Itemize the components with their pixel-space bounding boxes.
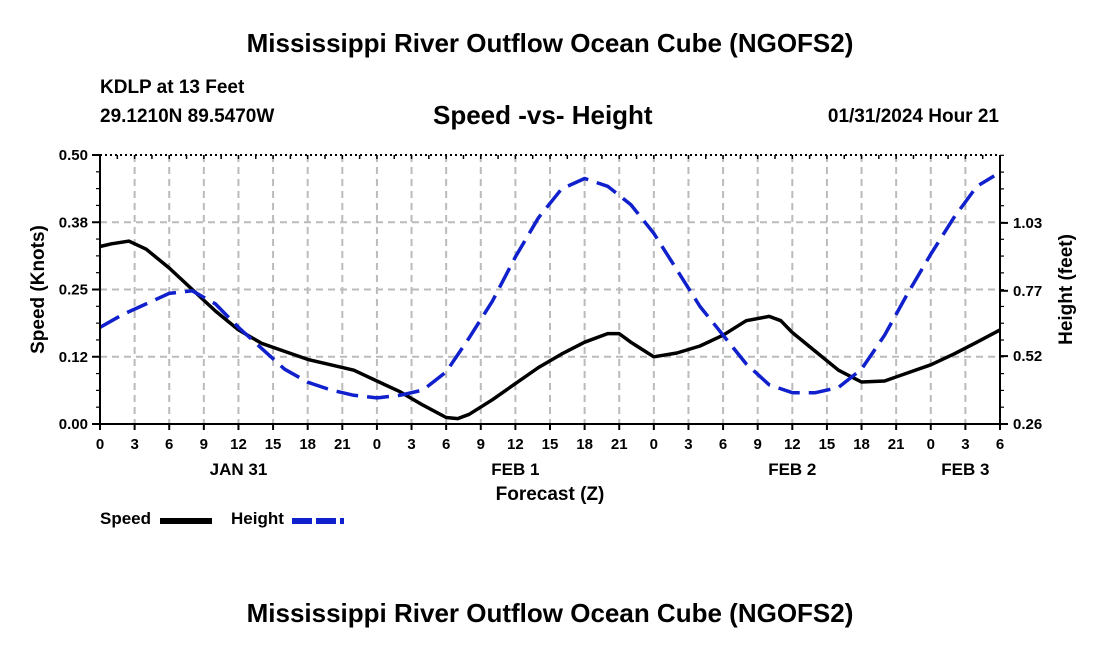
date-label: FEB 3 (941, 460, 989, 479)
x-tick-label: 21 (334, 436, 351, 453)
x-tick-label: 6 (165, 436, 173, 453)
y2-tick-label: 0.77 (1013, 283, 1042, 300)
legend-height-swatch (292, 518, 344, 524)
chart-subtitle: Speed -vs- Height (433, 100, 653, 130)
y-tick-label: 0.12 (59, 349, 88, 366)
y2-tick-label: 0.26 (1013, 416, 1042, 433)
y-tick-label: 0.25 (59, 282, 88, 299)
x-tick-label: 12 (784, 436, 801, 453)
x-tick-label: 9 (754, 436, 762, 453)
x-tick-label: 18 (576, 436, 593, 453)
station-label: KDLP at 13 Feet (100, 77, 245, 98)
x-tick-label: 12 (230, 436, 247, 453)
date-label: FEB 1 (491, 460, 539, 479)
x-tick-label: 3 (684, 436, 692, 453)
height-series-line (99, 174, 996, 400)
x-tick-label: 3 (407, 436, 415, 453)
x-tick-label: 9 (477, 436, 485, 453)
x-tick-label: 18 (853, 436, 870, 453)
y2-tick-label: 0.52 (1013, 348, 1042, 365)
x-tick-label: 15 (819, 436, 836, 453)
x-tick-label: 21 (611, 436, 628, 453)
y-axis-title: Speed (Knots) (28, 225, 49, 354)
x-tick-label: 15 (265, 436, 282, 453)
legend-height-label: Height (231, 509, 284, 528)
x-tick-label: 0 (927, 436, 935, 453)
y-tick-label: 0.00 (59, 416, 88, 433)
x-axis-title: Forecast (Z) (496, 484, 605, 505)
y-tick-label: 0.38 (59, 214, 88, 231)
x-tick-label: 6 (996, 436, 1004, 453)
x-tick-label: 18 (299, 436, 316, 453)
date-label: JAN 31 (210, 460, 268, 479)
x-tick-label: 9 (200, 436, 208, 453)
legend-speed-label: Speed (100, 509, 152, 528)
x-tick-label: 0 (96, 436, 104, 453)
x-tick-label: 3 (961, 436, 969, 453)
x-tick-label: 0 (650, 436, 658, 453)
x-tick-label: 21 (888, 436, 905, 453)
legend-speed-swatch (160, 518, 212, 524)
station-coords: 29.1210N 89.5470W (100, 106, 275, 127)
y2-tick-label: 1.03 (1013, 215, 1042, 232)
date-label: FEB 2 (768, 460, 816, 479)
footer-title: Mississippi River Outflow Ocean Cube (NG… (246, 598, 854, 628)
y2-axis-title: Height (feet) (1056, 234, 1077, 345)
page-title: Mississippi River Outflow Ocean Cube (NG… (246, 28, 854, 58)
x-tick-label: 15 (542, 436, 559, 453)
x-tick-label: 6 (719, 436, 727, 453)
x-tick-label: 12 (507, 436, 524, 453)
x-tick-label: 0 (373, 436, 381, 453)
y-tick-label: 0.50 (59, 147, 88, 164)
x-tick-label: 6 (442, 436, 450, 453)
x-tick-label: 3 (130, 436, 138, 453)
forecast-datetime: 01/31/2024 Hour 21 (827, 106, 999, 127)
